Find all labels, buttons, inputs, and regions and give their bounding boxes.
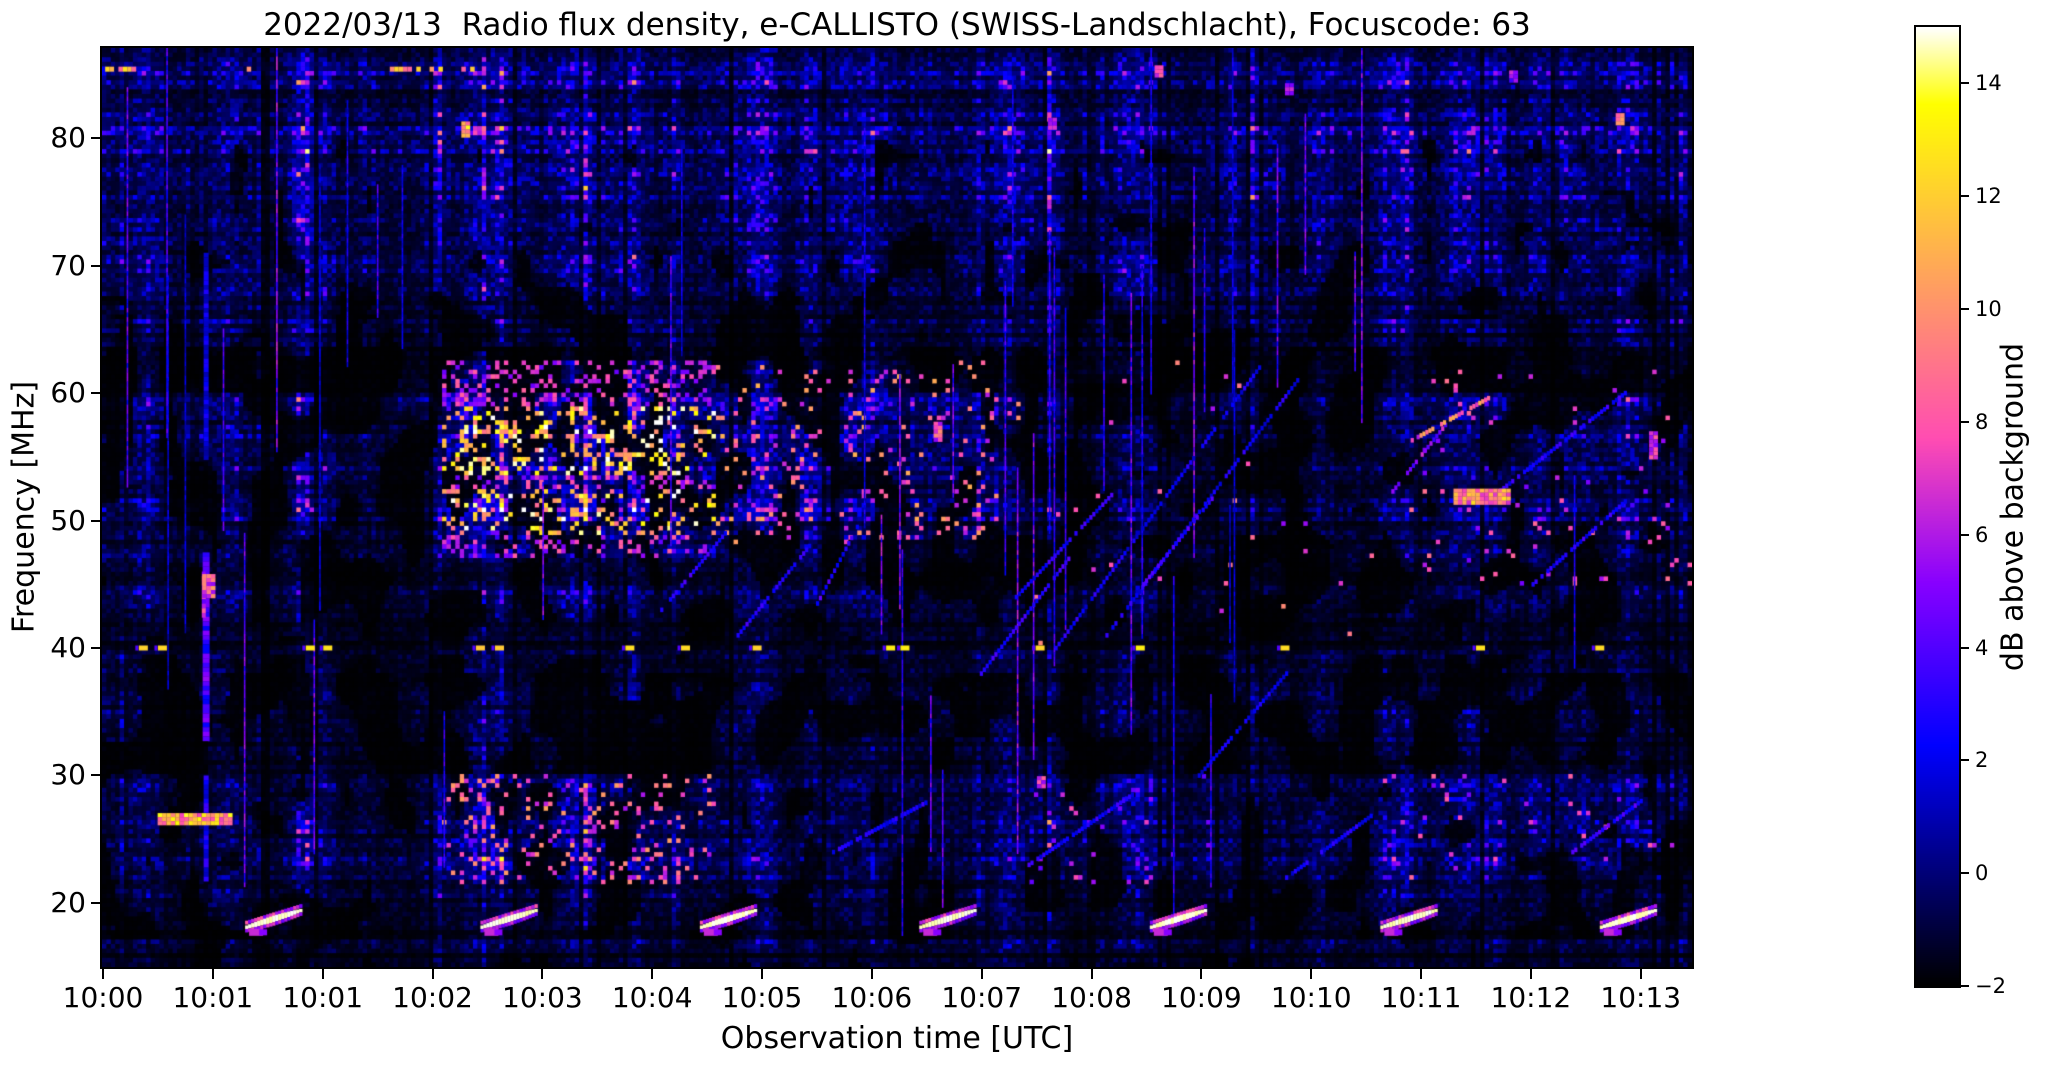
colorbar-tick-mark (1961, 420, 1969, 423)
colorbar-tick-mark (1961, 82, 1969, 85)
colorbar-tick-label: 12 (1975, 184, 2002, 209)
y-tick-mark (91, 519, 100, 522)
x-tick-mark (211, 969, 214, 979)
y-tick-label: 60 (50, 376, 86, 409)
colorbar-tick-mark (1961, 533, 1969, 536)
y-tick-label: 70 (50, 248, 86, 282)
x-tick-label: 10:02 (392, 981, 473, 1014)
y-tick-mark (91, 901, 100, 904)
colorbar-tick-mark (1961, 646, 1969, 649)
colorbar-tick-label: 4 (1975, 635, 1989, 660)
x-tick-label: 10:03 (502, 981, 583, 1014)
y-tick-mark (91, 392, 100, 394)
x-tick-label: 10:00 (62, 981, 144, 1014)
colorbar-tick-mark (1961, 872, 1969, 875)
x-tick-mark (1200, 969, 1203, 979)
colorbar-tick-mark (1961, 759, 1969, 762)
x-tick-label: 10:01 (172, 981, 254, 1014)
x-tick-mark (651, 969, 654, 979)
colorbar-tick-label: 2 (1975, 748, 1989, 773)
y-tick-mark (91, 774, 100, 777)
colorbar-tick-mark (1961, 308, 1969, 311)
x-tick-label: 10:08 (1051, 981, 1132, 1014)
x-tick-label: 10:07 (941, 981, 1023, 1014)
x-tick-mark (870, 969, 873, 979)
x-tick-label: 10:12 (1490, 981, 1572, 1014)
x-tick-label: 10:01 (282, 981, 364, 1014)
x-tick-label: 10:06 (831, 981, 913, 1014)
x-tick-label: 10:05 (721, 981, 803, 1014)
x-tick-mark (431, 969, 434, 979)
y-tick-label: 40 (50, 631, 86, 664)
x-tick-mark (1420, 969, 1423, 979)
y-tick-label: 80 (50, 121, 86, 154)
x-tick-mark (1529, 969, 1532, 979)
chart-title: 2022/03/13 Radio flux density, e-CALLIST… (263, 7, 1531, 43)
x-tick-mark (761, 969, 764, 979)
x-tick-label: 10:04 (611, 981, 693, 1014)
spectrogram-canvas (100, 46, 1694, 969)
x-tick-mark (1090, 969, 1093, 979)
colorbar-tick-label: −2 (1975, 974, 2006, 998)
x-tick-label: 10:11 (1380, 981, 1462, 1014)
x-tick-label: 10:10 (1270, 981, 1352, 1014)
colorbar-tick-label: 10 (1975, 297, 2002, 322)
y-tick-mark (91, 647, 100, 649)
x-tick-mark (102, 969, 104, 979)
colorbar-tick-mark (1961, 195, 1969, 198)
colorbar-label: dB above background (1995, 342, 2031, 672)
x-tick-mark (1310, 969, 1313, 979)
x-tick-mark (541, 969, 544, 979)
x-axis-label: Observation time [UTC] (720, 1021, 1074, 1056)
y-tick-label: 30 (50, 758, 86, 792)
colorbar-tick-label: 6 (1975, 522, 1989, 547)
y-tick-label: 50 (50, 503, 86, 537)
x-tick-mark (980, 969, 983, 979)
y-tick-mark (91, 137, 100, 139)
x-tick-mark (321, 969, 324, 979)
x-tick-label: 10:13 (1600, 981, 1682, 1014)
colorbar-tick-mark (1961, 985, 1969, 987)
colorbar-tick-label: 14 (1975, 71, 2002, 96)
y-tick-label: 20 (50, 885, 86, 919)
colorbar-gradient (1914, 25, 1961, 988)
y-tick-mark (91, 264, 100, 267)
x-tick-label: 10:09 (1161, 981, 1242, 1014)
colorbar-tick-label: 8 (1975, 409, 1989, 434)
colorbar-tick-label: 0 (1975, 861, 1989, 886)
x-tick-mark (1639, 969, 1642, 979)
